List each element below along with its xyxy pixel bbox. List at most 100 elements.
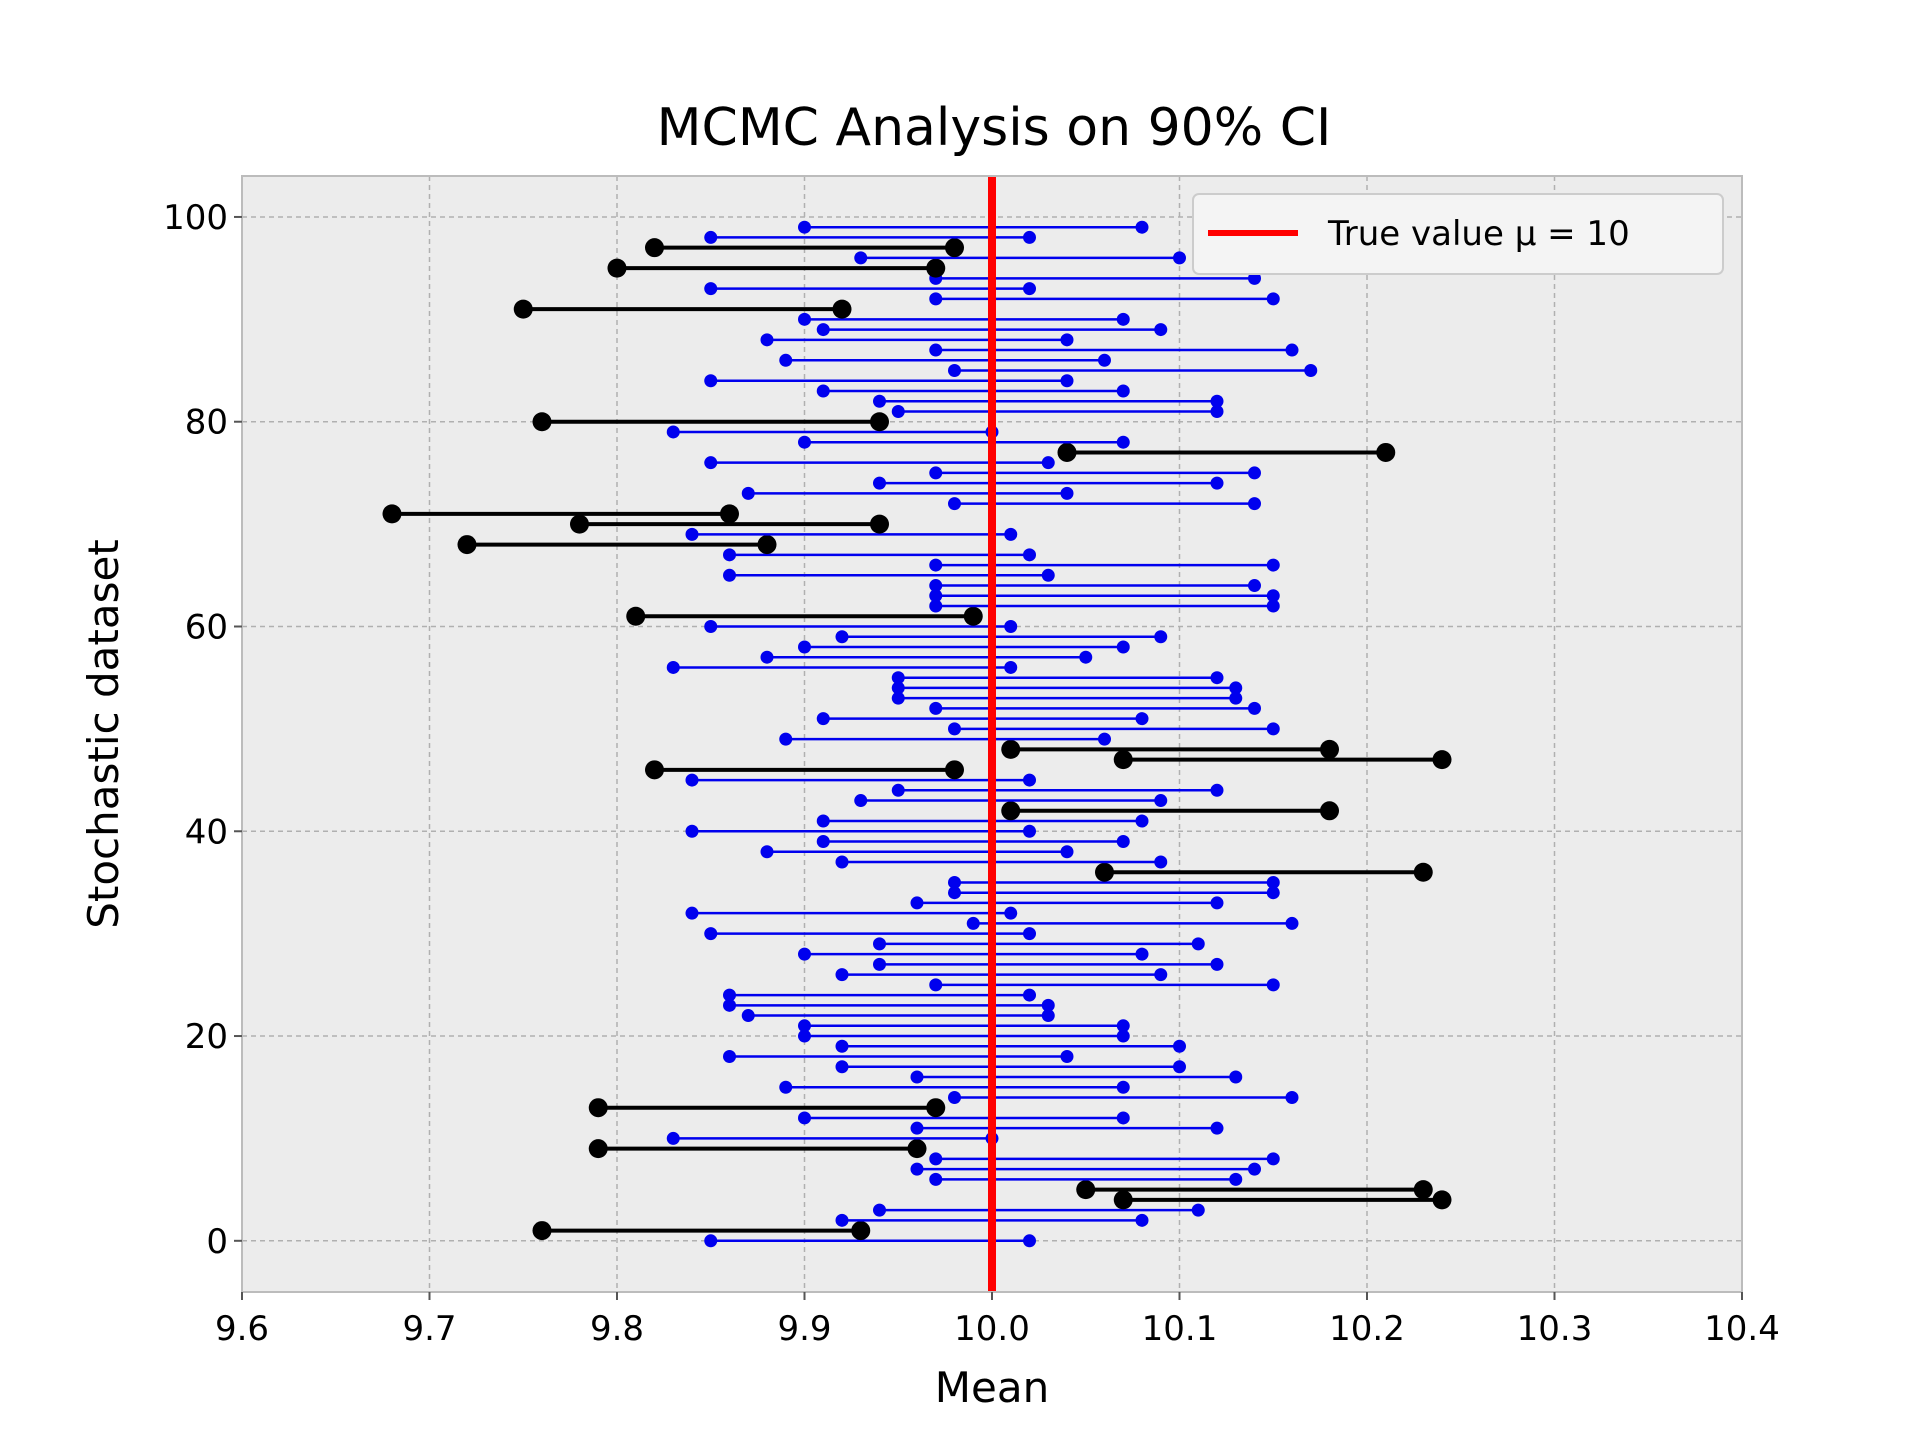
interval-lower-point [798,1029,811,1043]
interval-lower-point [666,660,680,674]
interval-covering [760,650,1093,664]
interval-upper-point [1320,801,1339,821]
interval-lower-point [704,282,718,296]
interval-upper-point [1023,1234,1036,1248]
interval-lower-point [607,258,627,278]
interval-lower-point [891,783,905,797]
interval-upper-point [1060,486,1074,500]
interval-lower-point [723,568,736,582]
interval-covering [723,988,1036,1002]
interval-covering [704,927,1036,941]
interval-lower-point [966,916,980,930]
interval-upper-point [1432,1190,1452,1210]
interval-upper-point [1060,374,1074,388]
interval-covering [873,394,1224,408]
interval-covering [891,783,1224,797]
interval-lower-point [723,548,736,562]
y-tick-label: 100 [163,198,228,238]
interval-lower-point [704,927,718,941]
interval-upper-point [1098,732,1111,746]
interval-covering [835,1060,1186,1074]
interval-lower-point [873,957,886,971]
interval-missing [588,1098,946,1118]
interval-covering [835,630,1168,644]
interval-lower-point [570,514,589,534]
interval-upper-point [1023,773,1036,787]
interval-upper-point [1191,1203,1205,1217]
interval-lower-point [891,404,905,418]
interval-missing [588,1139,927,1159]
x-tick-label: 9.8 [590,1309,644,1349]
interval-covering [910,1162,1261,1176]
interval-covering [685,773,1036,787]
interval-upper-point [1004,660,1018,674]
interval-lower-point [1057,442,1077,462]
interval-covering [910,1121,1224,1135]
interval-missing [1113,750,1452,770]
interval-covering [779,732,1111,746]
interval-lower-point [835,968,849,982]
interval-missing [645,238,964,258]
interval-upper-point [1079,650,1093,664]
interval-lower-point [666,425,680,439]
interval-lower-point [910,1070,924,1084]
interval-upper-point [1023,824,1036,838]
interval-upper-point [1210,957,1224,971]
interval-covering [816,814,1149,828]
interval-lower-point [382,504,402,524]
interval-upper-point [1135,814,1149,828]
interval-upper-point [1116,640,1130,654]
interval-covering [854,251,1186,265]
interval-missing [1001,801,1339,821]
legend-label: True value μ = 10 [1327,214,1630,254]
interval-upper-point [1191,937,1205,951]
interval-missing [532,1221,871,1241]
interval-missing [1001,739,1339,759]
interval-lower-point [645,760,664,780]
interval-covering [798,947,1149,961]
interval-lower-point [798,947,811,961]
y-tick-label: 60 [185,607,228,647]
interval-lower-point [910,1121,924,1135]
interval-lower-point [929,466,943,480]
interval-upper-point [1116,1019,1130,1033]
interval-lower-point [948,886,961,900]
interval-lower-point [760,333,774,347]
interval-lower-point [779,1080,793,1094]
interval-upper-point [1023,548,1036,562]
y-tick-label: 20 [185,1017,228,1057]
tick-layer: 9.6 9.7 9.8 9.9 10.0 10.1 10.2 10.3 10.4 0 20 40 60 8… [163,198,1780,1349]
interval-upper-point [1154,855,1168,869]
interval-upper-point [1210,476,1224,490]
interval-upper-point [1004,619,1018,633]
interval-upper-point [1116,384,1130,398]
y-axis-title: Stochastic dataset [79,539,128,929]
interval-covering [704,1234,1036,1248]
interval-covering [948,722,1280,736]
interval-upper-point [1210,1121,1224,1135]
interval-lower-point [854,794,868,808]
interval-upper-point [1154,630,1168,644]
interval-lower-point [798,640,811,654]
interval-covering [798,435,1130,449]
interval-lower-point [910,896,924,910]
interval-upper-point [1266,589,1280,603]
interval-covering [798,640,1130,654]
x-tick-label: 10.3 [1517,1309,1593,1349]
interval-covering [723,1050,1074,1064]
interval-lower-point [723,1050,736,1064]
interval-covering [948,875,1280,889]
interval-lower-point [1001,739,1021,759]
interval-lower-point [816,814,830,828]
legend-box [1192,193,1724,275]
interval-missing [532,412,889,432]
interval-upper-point [1248,579,1261,593]
interval-upper-point [963,606,983,626]
interval-lower-point [816,835,830,849]
interval-upper-point [1229,681,1243,695]
interval-covering [666,660,1018,674]
interval-lower-point [685,824,699,838]
interval-covering [779,1080,1130,1094]
interval-covering [966,916,1299,930]
interval-upper-point [1320,739,1339,759]
